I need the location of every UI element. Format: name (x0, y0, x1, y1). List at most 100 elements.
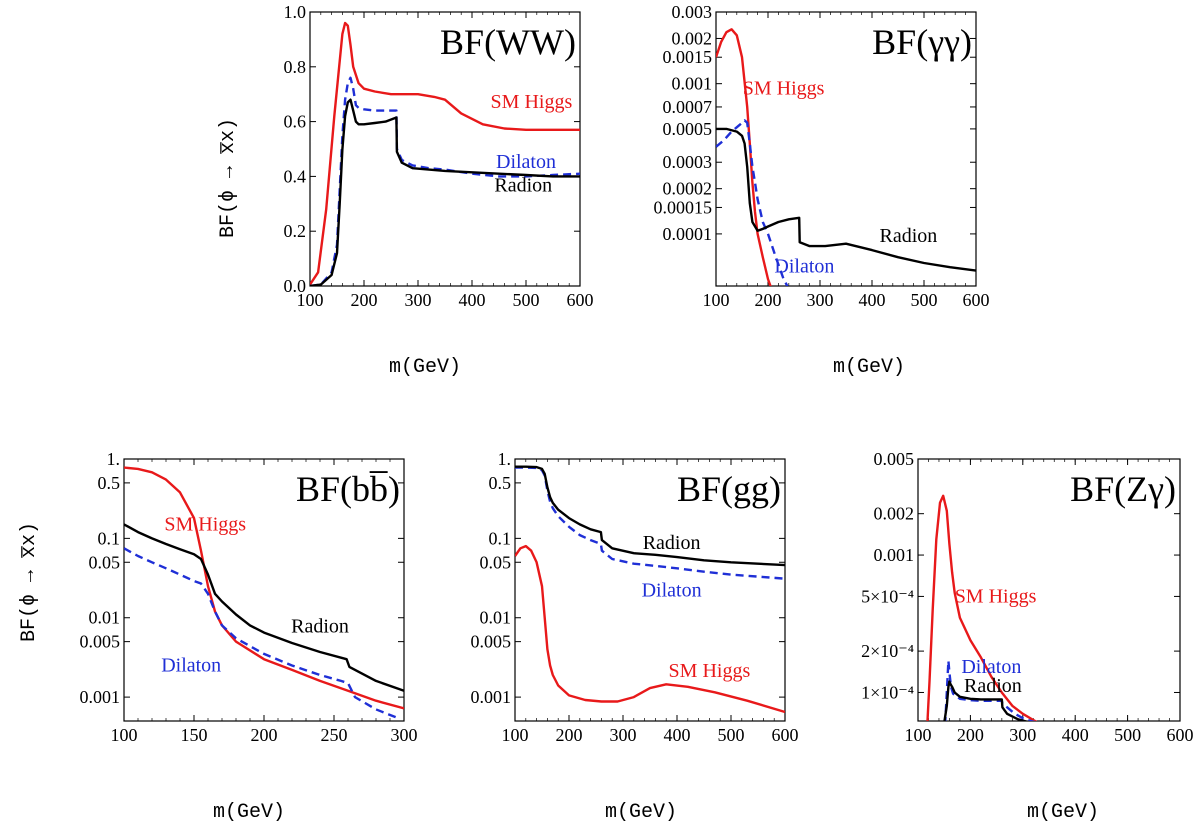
series-line-sm-higgs (926, 494, 1038, 721)
x-tick-label: 600 (567, 290, 594, 310)
curve-label: SM Higgs (955, 586, 1037, 608)
curve-label: Dilaton (961, 656, 1021, 678)
y-tick-label: 0.05 (480, 552, 512, 572)
curve-label: Dilaton (161, 655, 221, 677)
panel-title: BF(WW) (440, 22, 576, 62)
series-line-sm-higgs (124, 466, 404, 710)
y-tick-label: 0.001 (471, 687, 512, 707)
y-tick-label: 0.0005 (663, 119, 713, 139)
y-tick-label: 0.05 (89, 552, 121, 572)
y-tick-label: 0.01 (89, 608, 121, 628)
y-tick-label: 0.005 (471, 632, 512, 652)
y-tick-label: 0.0003 (663, 152, 713, 172)
series-line-radion (310, 98, 580, 286)
panel-title: BF(γγ) (872, 22, 972, 62)
curve-label: Radion (964, 675, 1022, 697)
y-tick-label: 0.0 (284, 276, 307, 296)
plot-frame (715, 11, 977, 287)
curve-label: Dilaton (496, 151, 556, 173)
series-line-sm-higgs (310, 21, 580, 286)
y-tick-label: 0.002 (874, 504, 915, 524)
x-tick-label: 300 (610, 725, 637, 745)
y-axis-label-bottom: BF(ϕ → x̅x) (18, 522, 41, 642)
x-tick-label: 150 (181, 725, 208, 745)
x-axis-label: m(GeV) (389, 356, 461, 379)
y-tick-label: 0.0002 (663, 179, 713, 199)
y-tick-label: 0.0015 (663, 47, 713, 67)
x-tick-label: 500 (718, 725, 745, 745)
y-tick-label: 0.01 (480, 608, 512, 628)
series-line-dilaton (124, 547, 398, 719)
panel-title: BF(gg) (677, 469, 781, 509)
y-tick-label: 0.005 (874, 449, 915, 469)
series-line-radion (716, 127, 976, 272)
panel-gg: 100 200 300 400 500 600 1. 0.5 0.1 0.05 0.01 0.005 0… (471, 449, 799, 824)
x-tick-label: 300 (807, 290, 834, 310)
x-tick-label: 100 (111, 725, 138, 745)
x-axis-label: m(GeV) (833, 356, 905, 379)
plot-frame (309, 11, 581, 287)
y-tick-label: 0.002 (672, 28, 713, 48)
y-tick-label: 0.4 (284, 166, 307, 186)
panel-ww: 100 200 300 400 500 600 0.0 0.2 0.4 0.6 0.8 1.0 SM H… (284, 2, 594, 379)
x-tick-label: 500 (911, 290, 938, 310)
panel-title: BF(bb̅) (296, 469, 400, 509)
y-tick-label: 0.0001 (663, 224, 713, 244)
x-tick-label: 200 (755, 290, 782, 310)
y-tick-label: 0.001 (874, 545, 915, 565)
curve-label: Dilaton (774, 255, 834, 277)
x-tick-label: 500 (1114, 725, 1141, 745)
curve-label: Radion (291, 616, 349, 638)
x-tick-label: 100 (703, 290, 730, 310)
curve-label: Radion (494, 174, 552, 196)
plot-frame (514, 458, 786, 722)
y-tick-label: 5×10⁻⁴ (861, 586, 914, 606)
y-tick-label: 0.5 (489, 473, 512, 493)
x-tick-label: 600 (1167, 725, 1194, 745)
y-tick-label: 1×10⁻⁴ (861, 682, 914, 702)
x-axis-label: m(GeV) (605, 801, 677, 824)
x-axis-label: m(GeV) (213, 801, 285, 824)
panel-bb: 100 150 200 250 300 1. 0.5 0.1 0.05 0.01 0.005 0.00… (80, 449, 418, 824)
x-axis-label: m(GeV) (1027, 801, 1099, 824)
curve-label: SM Higgs (669, 660, 751, 682)
series-line-radion (124, 523, 404, 692)
y-tick-label: 0.003 (672, 2, 713, 22)
series-line-dilaton (716, 119, 789, 286)
y-tick-label: 1. (498, 449, 512, 469)
plot-frame (917, 458, 1181, 722)
y-tick-label: 0.6 (284, 112, 307, 132)
curve-label: Dilaton (642, 580, 702, 602)
x-tick-label: 100 (905, 725, 932, 745)
x-tick-label: 400 (459, 290, 486, 310)
x-tick-label: 600 (772, 725, 799, 745)
x-tick-label: 100 (297, 290, 324, 310)
series-line-radion (943, 680, 1031, 721)
curve-label: Radion (880, 225, 938, 247)
x-tick-label: 500 (513, 290, 540, 310)
y-tick-label: 0.005 (80, 632, 121, 652)
y-tick-label: 1. (107, 449, 121, 469)
y-tick-label: 0.5 (98, 473, 121, 493)
x-tick-label: 100 (502, 725, 529, 745)
x-tick-label: 400 (859, 290, 886, 310)
x-tick-label: 300 (391, 725, 418, 745)
x-tick-label: 300 (1009, 725, 1036, 745)
y-tick-label: 0.001 (80, 687, 121, 707)
y-axis-label-top: BF(ϕ → x̅x) (217, 118, 240, 238)
series-line-radion (515, 465, 785, 567)
y-tick-label: 2×10⁻⁴ (861, 641, 914, 661)
x-tick-label: 300 (405, 290, 432, 310)
y-tick-label: 0.1 (489, 528, 512, 548)
x-tick-label: 400 (1062, 725, 1089, 745)
x-tick-label: 200 (351, 290, 378, 310)
y-tick-label: 0.2 (284, 221, 307, 241)
curve-label: SM Higgs (164, 514, 246, 536)
y-tick-label: 0.1 (98, 528, 121, 548)
y-tick-label: 0.0007 (663, 97, 713, 117)
x-tick-label: 400 (664, 725, 691, 745)
x-tick-label: 200 (251, 725, 278, 745)
curve-label: SM Higgs (743, 77, 825, 99)
